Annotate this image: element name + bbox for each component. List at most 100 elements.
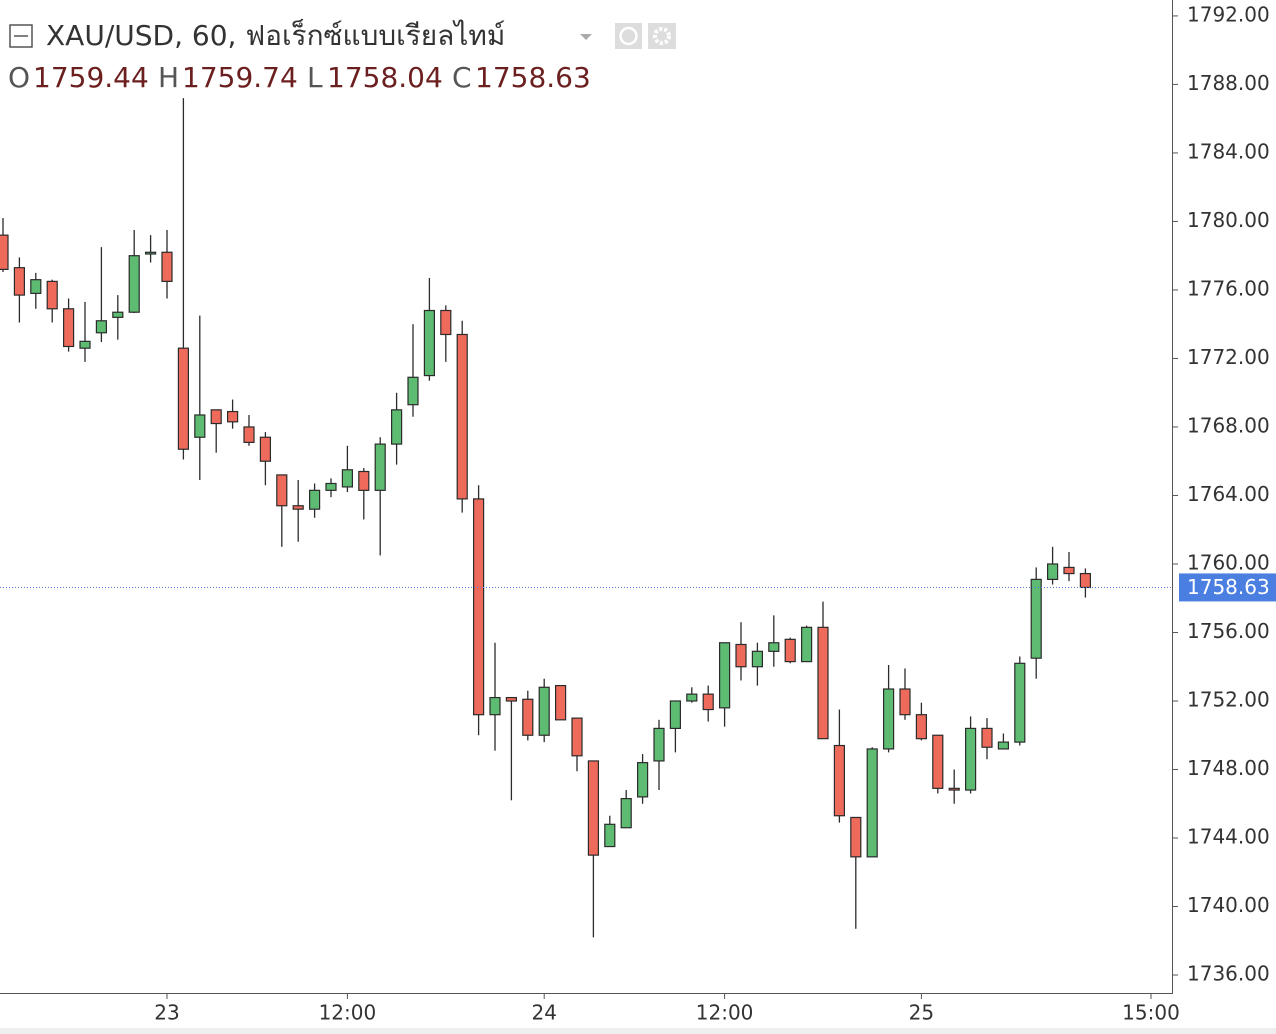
candle-body — [489, 696, 501, 716]
y-tick-label: 1788.00 — [1187, 71, 1270, 95]
last-price-label: 1758.63 — [1187, 575, 1270, 599]
candle-body — [46, 280, 58, 310]
candle-body — [1079, 572, 1092, 589]
candle-body — [112, 311, 124, 318]
y-tick-label: 1752.00 — [1187, 687, 1270, 711]
candle-body — [587, 760, 600, 856]
candle-body — [292, 505, 304, 510]
chart-title: XAU/USD, 60, ฟอเร็กซ์แบบเรียลไทม์ — [46, 18, 505, 52]
candle-body — [177, 347, 189, 450]
candle-body — [325, 482, 337, 491]
candle-body — [456, 333, 468, 500]
candle-body — [702, 693, 714, 711]
candle-body — [145, 251, 157, 255]
candle-body — [571, 717, 583, 757]
candle-body — [341, 469, 353, 488]
candle-body — [374, 443, 386, 491]
candle-body — [833, 744, 846, 817]
x-tick-label: 15:00 — [1122, 1001, 1180, 1025]
ohlc-value: 1758.04 — [327, 61, 443, 94]
ohlc-value: 1758.63 — [475, 61, 591, 94]
y-tick-label: 1784.00 — [1187, 139, 1270, 163]
candle-body — [964, 727, 977, 791]
candle-body — [259, 436, 271, 462]
candle-body — [473, 498, 485, 716]
candle-body — [784, 638, 796, 663]
y-tick-label: 1776.00 — [1187, 276, 1270, 300]
candle-body — [161, 251, 173, 282]
y-tick-label: 1760.00 — [1187, 550, 1270, 574]
candle-body — [899, 688, 911, 716]
y-tick-label: 1772.00 — [1187, 345, 1270, 369]
last-price-box — [1179, 573, 1276, 602]
y-tick-label: 1780.00 — [1187, 208, 1270, 232]
ohlc-label: C — [452, 61, 472, 94]
candle-body — [210, 409, 222, 425]
x-tick-label: 12:00 — [696, 1001, 754, 1025]
candle-body — [358, 470, 370, 491]
y-tick-label: 1756.00 — [1187, 619, 1270, 643]
candle-body — [850, 816, 862, 858]
candle-body — [423, 309, 435, 377]
candle-body — [309, 489, 321, 510]
candle-body — [554, 684, 567, 721]
ohlc-value: 1759.44 — [33, 61, 149, 94]
candle-body — [800, 626, 813, 663]
y-tick-label: 1748.00 — [1187, 756, 1270, 780]
candle-body — [79, 340, 91, 349]
candle-body — [538, 686, 550, 736]
candle-body — [0, 234, 9, 271]
candle-body — [407, 376, 419, 406]
candle-body — [276, 474, 288, 507]
y-tick-label: 1740.00 — [1187, 893, 1270, 917]
candle-body — [686, 693, 698, 702]
x-tick-label: 25 — [909, 1001, 934, 1025]
candle-body — [1063, 566, 1075, 575]
y-tick-label: 1768.00 — [1187, 413, 1270, 437]
button-bg — [648, 23, 676, 49]
candle-body — [620, 798, 632, 829]
candle-body — [932, 734, 944, 789]
candle-body — [391, 409, 403, 445]
candle-body — [653, 727, 665, 762]
candle-body — [948, 787, 960, 791]
x-tick-label: 12:00 — [319, 1001, 377, 1025]
candle-body — [1030, 578, 1042, 659]
dropdown-arrow[interactable] — [580, 34, 592, 40]
candle-body — [735, 643, 747, 668]
candle-body — [128, 255, 140, 313]
candle-body — [882, 688, 895, 750]
y-tick-label: 1764.00 — [1187, 482, 1270, 506]
candle-body — [1014, 662, 1026, 743]
candle-body — [13, 267, 25, 296]
candle-body — [718, 642, 731, 709]
icon-box — [9, 24, 33, 48]
candle-body — [817, 626, 829, 740]
candle-body — [62, 308, 75, 348]
candle-body — [440, 309, 452, 336]
settings-button[interactable] — [648, 23, 676, 49]
candle-body — [981, 727, 993, 748]
ohlc-label: L — [307, 61, 323, 94]
ohlc-value: 1759.74 — [182, 61, 298, 94]
candle-body — [243, 426, 255, 443]
x-tick-label: 23 — [154, 1001, 179, 1025]
ohlc-label: O — [8, 61, 30, 94]
candle-body — [751, 650, 764, 668]
candle-body — [669, 700, 682, 729]
candle-body — [30, 279, 42, 294]
collapse-icon[interactable] — [9, 24, 33, 48]
candle-body — [915, 714, 928, 740]
candle-body — [522, 698, 534, 736]
visibility-button[interactable] — [615, 23, 642, 49]
candle-body — [636, 762, 649, 798]
eye-icon — [619, 26, 638, 46]
candle-body — [505, 696, 517, 702]
candle-body — [95, 320, 108, 334]
candle-body — [997, 741, 1010, 750]
y-tick-label: 1736.00 — [1187, 962, 1270, 986]
bottom-bar — [0, 1028, 1276, 1034]
